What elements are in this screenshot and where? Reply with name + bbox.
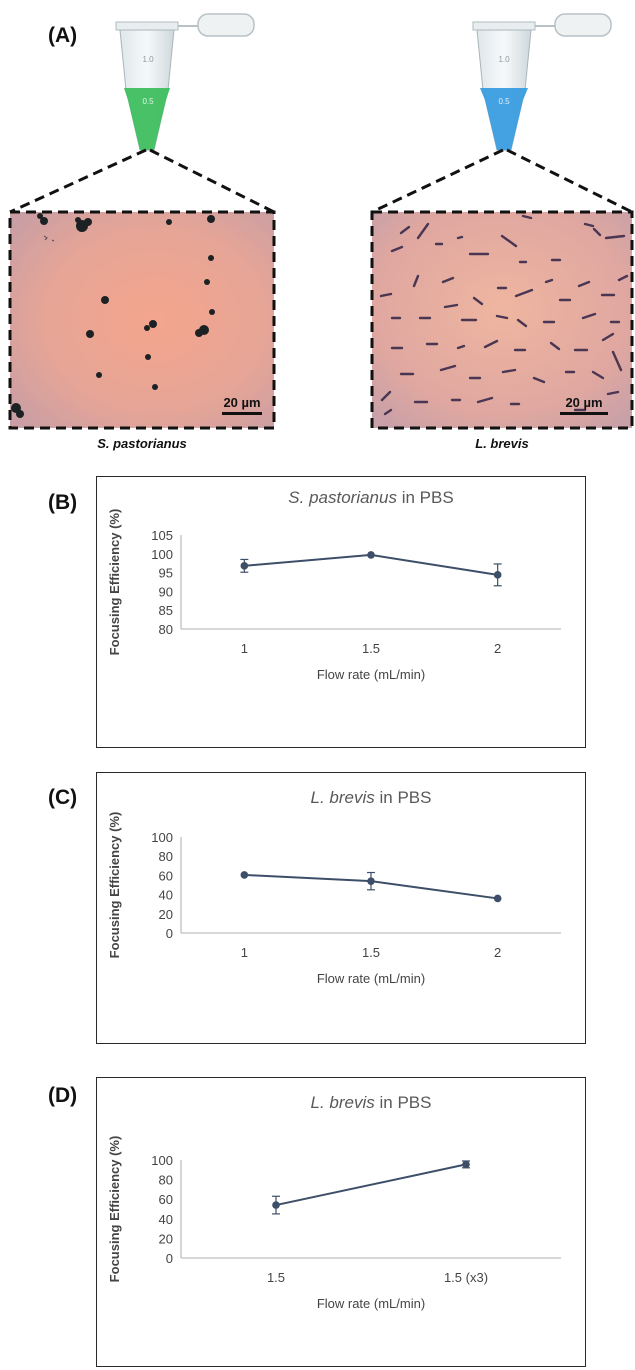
panel-d-label: (D) bbox=[48, 1084, 78, 1107]
y-tick-label: 20 bbox=[159, 1231, 173, 1246]
chart-title: L. brevis in PBS bbox=[311, 1093, 432, 1112]
caption-s-pastorianus: S. pastorianus bbox=[97, 436, 187, 451]
data-point bbox=[240, 562, 249, 570]
scale-bar-label: 20 µm bbox=[565, 395, 602, 410]
panel-c-label: (C) bbox=[48, 786, 78, 809]
x-tick-label: 1.5 bbox=[362, 945, 380, 960]
data-point bbox=[493, 571, 502, 579]
y-tick-label: 0 bbox=[166, 1251, 173, 1266]
x-tick-label: 1 bbox=[241, 945, 248, 960]
x-tick-label: 1 bbox=[241, 641, 248, 656]
x-tick-label: 1.5 bbox=[267, 1270, 285, 1285]
data-point bbox=[272, 1201, 280, 1209]
y-tick-label: 20 bbox=[159, 907, 173, 922]
y-tick-label: 80 bbox=[159, 622, 173, 637]
y-tick-label: 100 bbox=[151, 1153, 173, 1168]
data-point bbox=[493, 894, 502, 903]
y-tick-label: 60 bbox=[159, 868, 173, 883]
data-point bbox=[367, 877, 375, 885]
chart-b-frame: S. pastorianus in PBS 80 85 90 95 100 105 1 1.5 2… bbox=[96, 476, 586, 748]
y-tick-label: 60 bbox=[159, 1192, 173, 1207]
y-tick-label: 80 bbox=[159, 1173, 173, 1188]
y-tick-label: 40 bbox=[159, 1212, 173, 1227]
chart-c-frame: L. brevis in PBS 0 20 40 60 80 100 1 1.5 2 Flow ra… bbox=[96, 772, 586, 1044]
tube-mark-2: 0.5 bbox=[142, 97, 154, 106]
data-point bbox=[240, 871, 249, 879]
series-line bbox=[275, 1163, 467, 1207]
tube-mark-2: 0.5 bbox=[498, 97, 510, 106]
panel-a-figure: 1.0 0.5 1.0 0.5 20 µm bbox=[8, 13, 634, 430]
zoom-lines-left bbox=[9, 148, 275, 214]
x-tick-label: 2 bbox=[494, 641, 501, 656]
x-axis-label: Flow rate (mL/min) bbox=[317, 667, 425, 682]
y-axis-label: Focusing Efficiency (%) bbox=[107, 1136, 122, 1283]
micrograph-l-brevis: 20 µm bbox=[370, 210, 634, 430]
x-axis-label: Flow rate (mL/min) bbox=[317, 971, 425, 986]
y-tick-label: 40 bbox=[159, 888, 173, 903]
tube-mark-1: 1.0 bbox=[142, 55, 154, 64]
x-tick-label: 1.5 (x3) bbox=[444, 1270, 488, 1285]
x-axis-label: Flow rate (mL/min) bbox=[317, 1296, 425, 1311]
y-axis-label: Focusing Efficiency (%) bbox=[107, 812, 122, 959]
data-point bbox=[367, 551, 375, 559]
y-axis-label: Focusing Efficiency (%) bbox=[107, 509, 122, 656]
tube-mark-1: 1.0 bbox=[498, 55, 510, 64]
y-tick-label: 0 bbox=[166, 926, 173, 941]
chart-b: S. pastorianus in PBS 80 85 90 95 100 105 1 1.5 2… bbox=[107, 488, 561, 682]
panel-a-label: (A) bbox=[48, 24, 78, 47]
tube-blue-icon: 1.0 0.5 bbox=[472, 13, 612, 151]
caption-l-brevis: L. brevis bbox=[475, 436, 529, 451]
chart-title: L. brevis in PBS bbox=[311, 788, 432, 807]
chart-d-frame: L. brevis in PBS 0 20 40 60 80 100 1.5 1.5 (x3) F… bbox=[96, 1077, 586, 1367]
y-tick-label: 100 bbox=[151, 547, 173, 562]
y-tick-label: 90 bbox=[159, 584, 173, 599]
scale-bar-label: 20 µm bbox=[223, 395, 260, 410]
y-tick-label: 100 bbox=[151, 830, 173, 845]
y-tick-label: 80 bbox=[159, 849, 173, 864]
panel-b-label: (B) bbox=[48, 491, 78, 514]
zoom-lines-right bbox=[371, 148, 633, 214]
y-tick-label: 85 bbox=[159, 603, 173, 618]
tube-green-icon: 1.0 0.5 bbox=[115, 13, 255, 151]
data-point bbox=[462, 1160, 470, 1169]
chart-title: S. pastorianus in PBS bbox=[288, 488, 453, 507]
chart-d: L. brevis in PBS 0 20 40 60 80 100 1.5 1.5 (x3) F… bbox=[107, 1093, 561, 1311]
x-tick-label: 2 bbox=[494, 945, 501, 960]
chart-c: L. brevis in PBS 0 20 40 60 80 100 1 1.5 2 Flow ra… bbox=[107, 788, 561, 986]
x-tick-label: 1.5 bbox=[362, 641, 380, 656]
y-tick-label: 105 bbox=[151, 528, 173, 543]
y-tick-label: 95 bbox=[159, 566, 173, 581]
micrograph-s-pastorianus: 20 µm bbox=[8, 210, 276, 430]
